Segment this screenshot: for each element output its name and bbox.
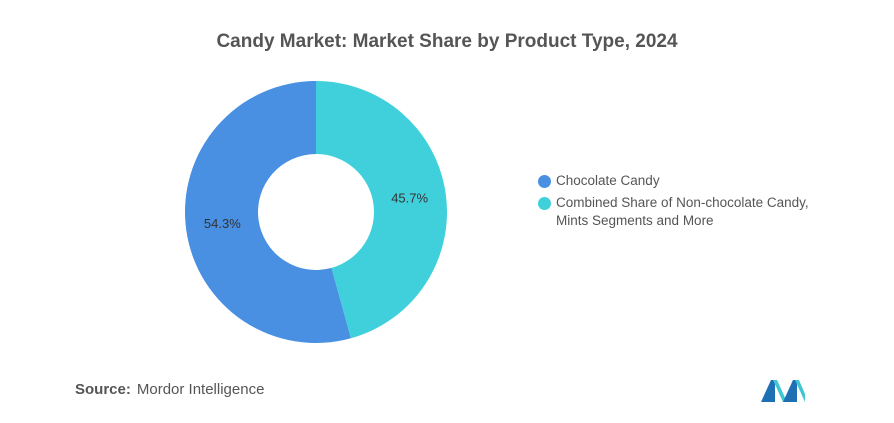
legend-item-2: Combined Share of Non-chocolate Candy, M… <box>538 194 838 230</box>
legend-label: Combined Share of Non-chocolate Candy, M… <box>556 195 809 228</box>
legend-label: Chocolate Candy <box>556 173 660 188</box>
donut-slice-2 <box>316 81 448 339</box>
chart-title: Candy Market: Market Share by Product Ty… <box>216 31 678 52</box>
source-note: Source: Mordor Intelligence <box>75 381 264 398</box>
donut-slice-1 <box>185 81 351 343</box>
mordor-intelligence-logo-icon <box>761 380 805 402</box>
legend-swatch-icon <box>538 175 551 188</box>
source-text: Mordor Intelligence <box>136 381 265 398</box>
slice-value-label-1: 54.3% <box>204 216 241 231</box>
source-label: Source: <box>75 381 131 398</box>
legend-swatch-icon <box>538 197 551 210</box>
chart-legend: Chocolate Candy Combined Share of Non-cho… <box>538 172 838 234</box>
legend-item-1: Chocolate Candy <box>538 172 838 190</box>
slice-value-label-2: 45.7% <box>391 191 428 206</box>
